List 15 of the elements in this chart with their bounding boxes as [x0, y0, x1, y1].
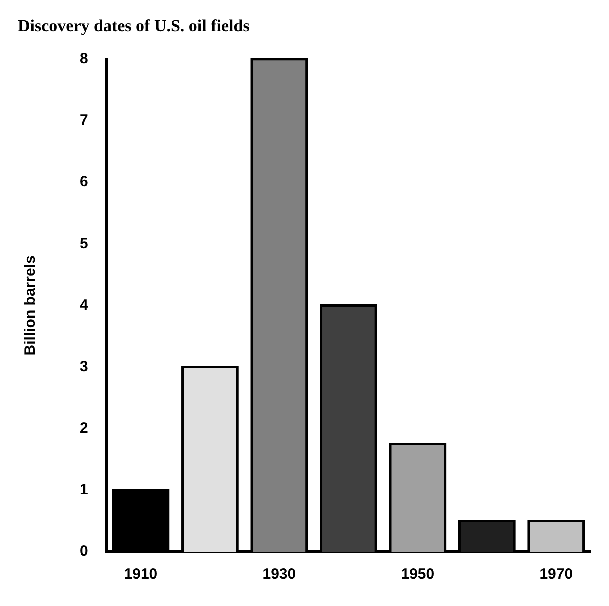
chart-title: Discovery dates of U.S. oil fields: [18, 16, 250, 36]
y-tick-label: 4: [80, 296, 89, 314]
x-tick-label: 1950: [401, 566, 435, 584]
y-tick-label: 7: [80, 112, 88, 130]
x-tick-label: 1970: [540, 566, 574, 584]
y-tick-label: 8: [80, 50, 88, 68]
y-axis-title: Billion barrels: [22, 256, 40, 356]
y-tick-label: 3: [80, 358, 88, 376]
y-tick-label: 6: [80, 174, 88, 191]
y-tick-label: 0: [80, 543, 88, 560]
y-tick-label: 2: [80, 420, 88, 437]
x-tick-label: 1930: [262, 566, 296, 584]
x-tick-label: 1910: [124, 566, 158, 584]
y-tick-label: 1: [80, 482, 88, 499]
y-tick-label: 5: [80, 235, 88, 252]
